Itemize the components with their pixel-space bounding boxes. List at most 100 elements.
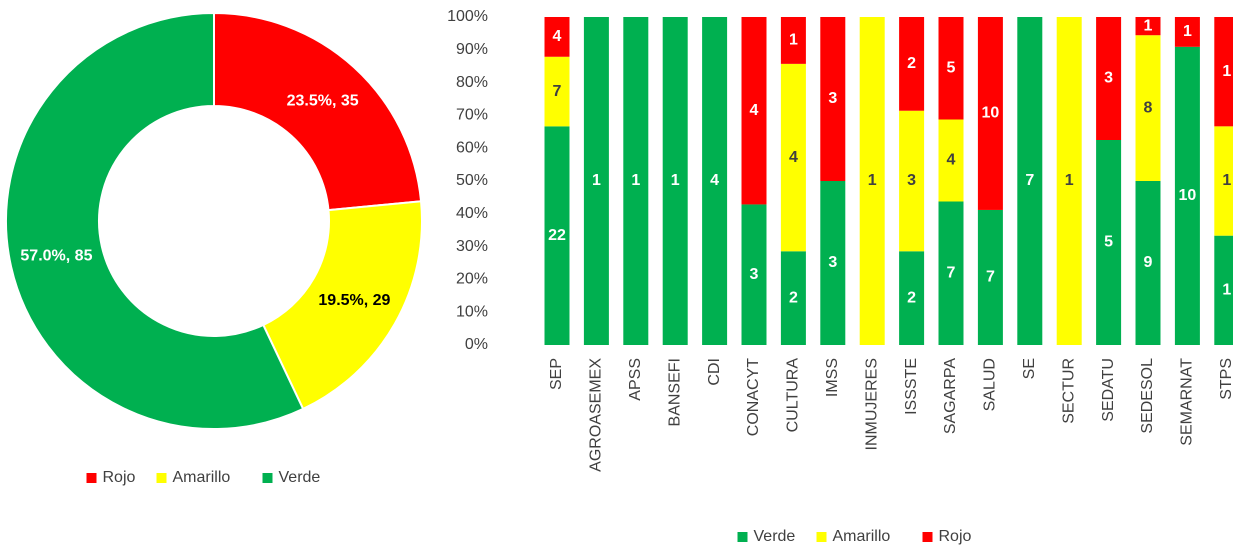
- bar-label: 4: [947, 152, 956, 169]
- x-tick-label: SECTUR: [1060, 358, 1077, 424]
- bar-label: 7: [947, 264, 956, 281]
- x-tick-label: SEDATU: [1100, 358, 1117, 422]
- bar-legend-swatch: [922, 532, 933, 542]
- x-tick-label: SAGARPA: [942, 358, 959, 435]
- bar-label: 2: [789, 289, 798, 306]
- bar-segment: [544, 17, 570, 57]
- bar-legend-swatch: [737, 532, 748, 542]
- bar-label: 1: [671, 172, 680, 189]
- bar-segment: [938, 17, 964, 120]
- donut-legend-swatch: [262, 473, 273, 483]
- bar-label: 10: [1179, 187, 1197, 204]
- bar-segment: [899, 17, 925, 111]
- y-tick-label: 70%: [456, 107, 488, 124]
- y-tick-label: 40%: [456, 205, 488, 222]
- donut-slice: [5, 11, 305, 430]
- bar-label: 1: [1222, 172, 1231, 189]
- bar-segment: [1214, 235, 1233, 345]
- bar-segment: [977, 209, 1003, 345]
- bar-segment: [859, 17, 885, 345]
- y-tick-label: 60%: [456, 139, 488, 156]
- x-tick-label: SALUD: [982, 358, 999, 411]
- donut-label: 19.5%, 29: [318, 292, 390, 309]
- x-tick-label: SEMARNAT: [1179, 358, 1196, 446]
- y-tick-label: 30%: [456, 238, 488, 255]
- x-tick-label: INMUJERES: [863, 358, 880, 450]
- bar-segment: [977, 17, 1003, 210]
- bar-label: 7: [986, 269, 995, 286]
- x-tick-label: CULTURA: [785, 358, 802, 433]
- bar-label: 1: [1222, 282, 1231, 299]
- bar-label: 7: [553, 83, 562, 100]
- bar-segment: [938, 119, 964, 202]
- donut-legend-label: Amarillo: [173, 469, 231, 486]
- bar-segment: [544, 56, 570, 127]
- bar-label: 4: [789, 149, 798, 166]
- x-tick-label: CDI: [706, 358, 723, 386]
- y-tick-label: 80%: [456, 74, 488, 91]
- bar-label: 3: [1104, 70, 1113, 87]
- bar-segment: [1096, 140, 1122, 345]
- bar-segment: [1214, 17, 1233, 127]
- x-tick-label: STPS: [1218, 358, 1233, 400]
- bar-segment: [583, 17, 609, 345]
- bar-segment: [899, 110, 925, 252]
- bar-label: 1: [631, 172, 640, 189]
- donut-label: 23.5%, 35: [287, 93, 359, 110]
- bar-label: 1: [1183, 23, 1192, 40]
- x-tick-label: ISSSTE: [903, 358, 920, 415]
- bar-segment: [1214, 126, 1233, 236]
- bar-label: 3: [907, 172, 916, 189]
- donut-label: 57.0%, 85: [20, 248, 92, 265]
- bar-segment: [662, 17, 688, 345]
- donut-legend-swatch: [86, 473, 97, 483]
- bar-legend-label: Verde: [754, 528, 796, 545]
- bar-legend-label: Rojo: [939, 528, 972, 545]
- bar-label: 1: [868, 172, 877, 189]
- bar-legend-swatch: [816, 532, 827, 542]
- y-tick-label: 100%: [447, 8, 488, 25]
- x-tick-label: IMSS: [824, 358, 841, 397]
- y-tick-label: 50%: [456, 172, 488, 189]
- bar-label: 4: [710, 172, 719, 189]
- bar-segment: [820, 181, 846, 345]
- bar-label: 9: [1144, 254, 1153, 271]
- donut-legend-label: Rojo: [103, 469, 136, 486]
- bar-label: 5: [1104, 234, 1113, 251]
- y-tick-label: 10%: [456, 303, 488, 320]
- bar-label: 1: [592, 172, 601, 189]
- bar-label: 4: [553, 28, 562, 45]
- x-tick-label: BANSEFI: [666, 358, 683, 426]
- bar-segment: [1056, 17, 1082, 345]
- y-tick-label: 90%: [456, 41, 488, 58]
- bar-label: 1: [1065, 172, 1074, 189]
- donut-slice: [261, 200, 423, 411]
- bar-segment: [780, 63, 806, 252]
- bar-segment: [741, 204, 767, 345]
- bar-label: 1: [1144, 17, 1153, 34]
- bar-segment: [1174, 46, 1200, 346]
- bar-label: 4: [750, 102, 759, 119]
- bar-label: 7: [1025, 172, 1034, 189]
- bar-label: 3: [828, 90, 837, 107]
- bar-segment: [1174, 17, 1200, 47]
- bar-label: 22: [548, 227, 566, 244]
- bar-segment: [1135, 35, 1161, 181]
- bar-label: 10: [982, 105, 1000, 122]
- x-tick-label: SEDESOL: [1139, 358, 1156, 434]
- bar-label: 1: [789, 32, 798, 49]
- bar-label: 5: [947, 59, 956, 76]
- x-tick-label: SE: [1021, 358, 1038, 379]
- x-tick-label: AGROASEMEX: [588, 358, 605, 472]
- y-tick-label: 20%: [456, 271, 488, 288]
- bar-segment: [820, 17, 846, 181]
- donut-slice: [213, 11, 423, 212]
- bar-segment: [1135, 17, 1161, 36]
- bar-segment: [1135, 181, 1161, 345]
- bar-label: 8: [1144, 99, 1153, 116]
- y-tick-label: 0%: [465, 336, 488, 353]
- bar-legend-label: Amarillo: [833, 528, 891, 545]
- bar-segment: [741, 17, 767, 205]
